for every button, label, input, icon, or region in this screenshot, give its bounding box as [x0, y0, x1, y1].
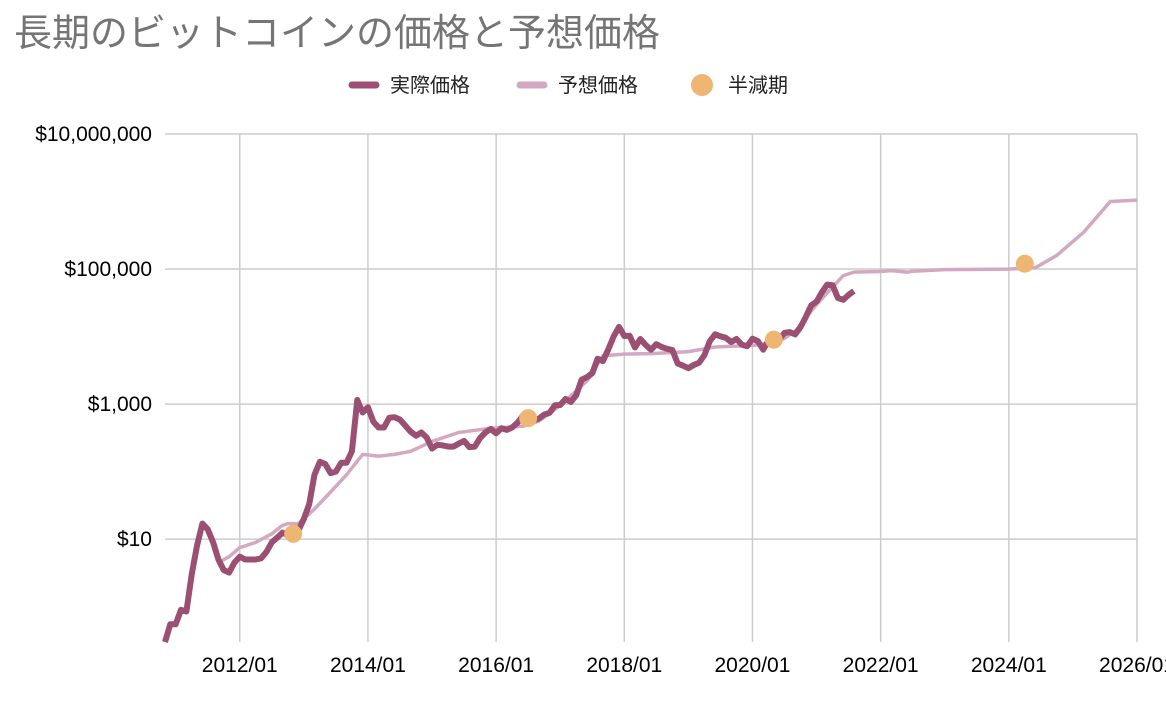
x-tick-label: 2012/01	[202, 654, 278, 677]
x-tick-label: 2026/01	[1099, 654, 1166, 677]
legend-label: 実際価格	[390, 73, 470, 97]
halving-marker	[519, 409, 538, 428]
halving-layer	[284, 254, 1034, 543]
legend: 実際価格 予想価格 半減期	[348, 73, 788, 97]
x-tick-label: 2020/01	[715, 654, 791, 677]
series-layer	[162, 198, 1138, 643]
legend-label: 半減期	[728, 73, 788, 97]
x-tick-label: 2018/01	[586, 654, 662, 677]
halving-marker	[284, 524, 303, 543]
x-tick-label: 2024/01	[971, 654, 1047, 677]
y-tick-label: $1,000	[88, 393, 152, 416]
halving-marker	[1015, 254, 1034, 273]
axis-labels: $10 $1,000 $100,000 $10,000,000 2012/01 2014/…	[35, 123, 1166, 677]
legend-dot	[691, 74, 713, 96]
actual-price-line	[162, 281, 856, 643]
x-tick-label: 2022/01	[843, 654, 919, 677]
predicted-price-line	[217, 198, 1138, 565]
grid-layer	[165, 133, 1138, 642]
x-tick-label: 2014/01	[330, 654, 406, 677]
legend-label: 予想価格	[558, 73, 638, 97]
x-tick-label: 2016/01	[458, 654, 534, 677]
chart-title: 長期のビットコインの価格と予想価格	[14, 11, 661, 55]
halving-marker	[764, 330, 783, 349]
y-tick-label: $10,000,000	[35, 123, 152, 146]
y-tick-label: $100,000	[64, 258, 152, 281]
y-tick-label: $10	[117, 528, 152, 551]
